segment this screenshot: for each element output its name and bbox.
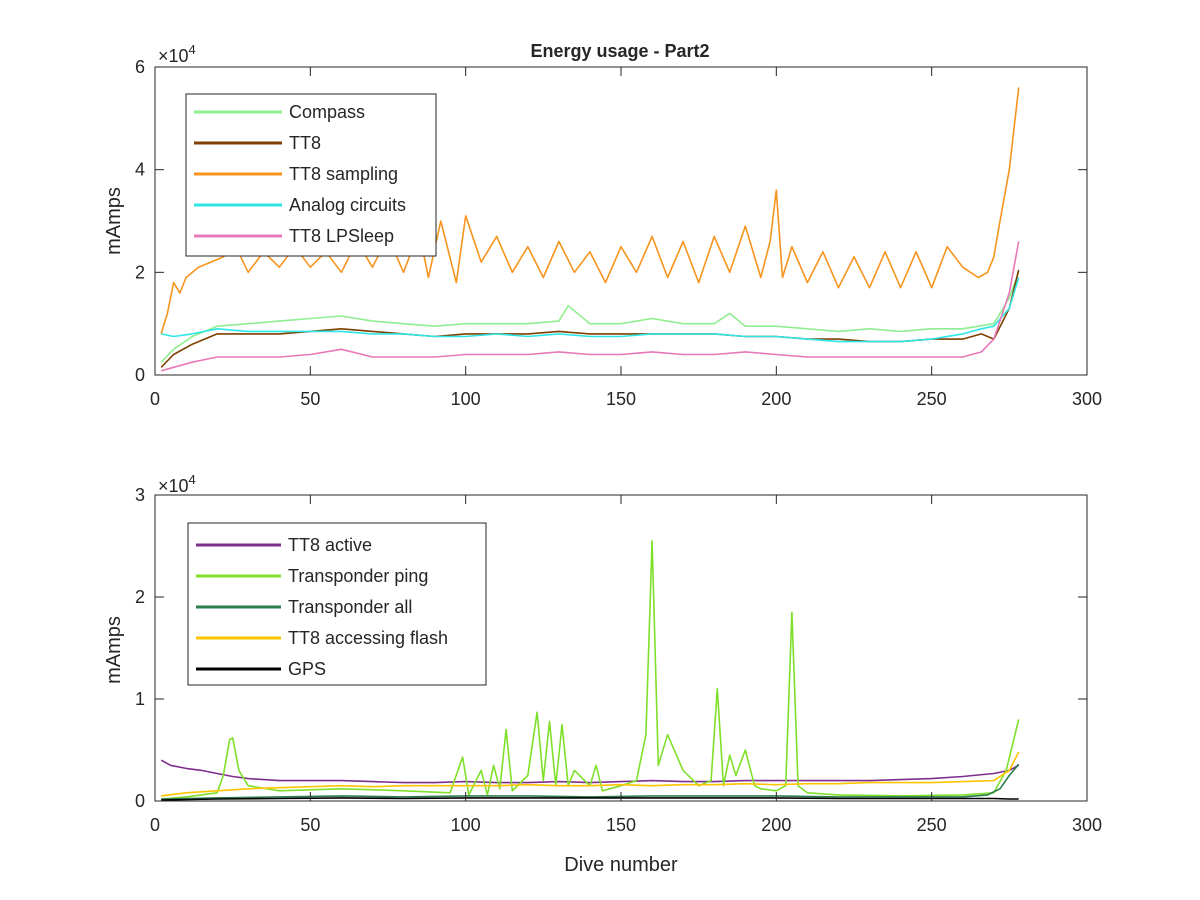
x-tick-label: 0 (150, 389, 160, 409)
y-exponent-label: ×104 (158, 472, 196, 496)
series-line (160, 272, 1020, 363)
y-exponent-base: ×10 (158, 476, 189, 496)
legend-label: TT8 (289, 133, 321, 153)
x-tick-label: 50 (300, 389, 320, 409)
legend-label: GPS (288, 659, 326, 679)
y-tick-label: 2 (135, 587, 145, 607)
x-tick-label: 200 (761, 389, 791, 409)
subplot-bottom: ×104 mAmps Dive number 0 50 100 150 200 250 30… (103, 472, 1102, 876)
x-tick-label: 300 (1072, 389, 1102, 409)
y-exponent-label: ×104 (158, 42, 196, 66)
legend-label: Analog circuits (289, 195, 406, 215)
y-tick-label: 1 (135, 689, 145, 709)
x-axis-label: Dive number (564, 854, 678, 876)
legend: TT8 active Transponder ping Transponder al… (187, 522, 487, 686)
y-tick-label: 3 (135, 485, 145, 505)
x-tick-label: 300 (1072, 815, 1102, 835)
y-exponent-power: 4 (189, 42, 196, 57)
y-tick-label: 0 (135, 791, 145, 811)
x-tick-label: 0 (150, 815, 160, 835)
x-tick-label: 250 (917, 389, 947, 409)
series-line (161, 797, 1019, 801)
x-tick-label: 200 (761, 815, 791, 835)
y-axis-label: mAmps (103, 616, 125, 684)
legend-label: TT8 accessing flash (288, 628, 448, 648)
legend-label: Transponder ping (288, 566, 428, 586)
legend-label: Compass (289, 102, 365, 122)
y-tick-label: 2 (135, 262, 145, 282)
series-line (161, 751, 1020, 797)
series-line (161, 540, 1020, 800)
legend-label: TT8 LPSleep (289, 226, 394, 246)
x-tick-label: 100 (451, 815, 481, 835)
x-tick-label: 150 (606, 815, 636, 835)
x-tick-label: 250 (917, 815, 947, 835)
y-exponent-base: ×10 (158, 46, 189, 66)
legend-label: TT8 sampling (289, 164, 398, 184)
chart-title: Energy usage - Part2 (530, 41, 709, 61)
series-line (161, 277, 1020, 343)
series-line (160, 87, 1020, 335)
legend: Compass TT8 TT8 sampling Analog circuits TT8… (185, 93, 437, 257)
legend-label: Transponder all (288, 597, 412, 617)
series-line (160, 241, 1020, 372)
x-tick-label: 100 (451, 389, 481, 409)
series-line (160, 759, 1020, 784)
y-tick-label: 6 (135, 57, 145, 77)
legend-label: TT8 active (288, 535, 372, 555)
x-tick-label: 50 (300, 815, 320, 835)
x-tick-label: 150 (606, 389, 636, 409)
y-tick-label: 4 (135, 160, 145, 180)
subplot-top: Energy usage - Part2 ×104 mAmps 0 50 100 15… (103, 41, 1102, 409)
legend-box (187, 522, 487, 686)
y-exponent-power: 4 (189, 472, 196, 487)
y-axis-label: mAmps (103, 187, 125, 255)
series-line (161, 763, 1020, 800)
y-tick-label: 0 (135, 365, 145, 385)
